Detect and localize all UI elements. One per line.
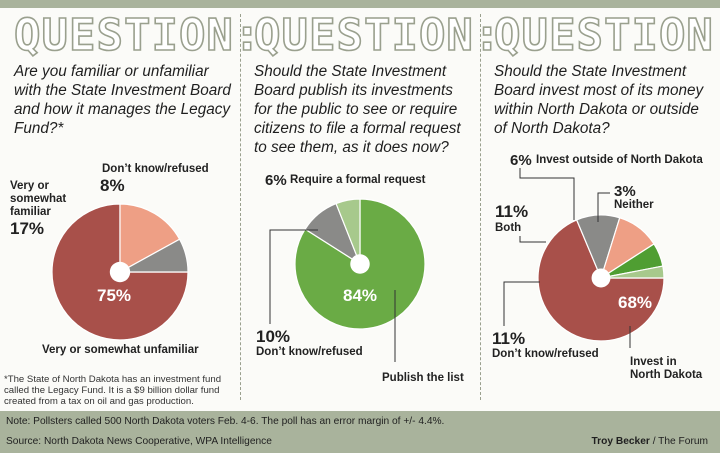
label-dont-know: Don’t know/refused: [102, 163, 209, 175]
pie-center-hole: [591, 268, 611, 288]
source-line: Source: North Dakota News Cooperative, W…: [6, 436, 272, 447]
credit-org: / The Forum: [649, 436, 708, 447]
value-outside: 6%: [510, 152, 532, 169]
label-familiar-line3: familiar: [10, 206, 51, 218]
top-bar: [0, 0, 720, 8]
footer-bar: Note: Pollsters called 500 North Dakota …: [0, 411, 720, 453]
label-dont-know: Don’t know/refused: [492, 348, 599, 360]
label-outside: Invest outside of North Dakota: [536, 154, 703, 166]
label-invest-in-line1: Invest in: [630, 356, 677, 368]
panel-publish: QUESTION: Should the State Investment Bo…: [240, 10, 501, 405]
label-unfamiliar: Very or somewhat unfamiliar: [42, 344, 199, 356]
value-familiar: 17%: [10, 219, 45, 238]
label-publish: Publish the list: [382, 372, 464, 384]
pie-slice-require-a-formal-request: [335, 198, 361, 265]
pie-slice-don-t-know-refused: [119, 238, 189, 273]
leader-lines: [503, 168, 631, 348]
question-header: QUESTION:: [13, 10, 262, 61]
label-formal-request: Require a formal request: [290, 174, 426, 186]
credit-name: Troy Becker: [591, 436, 650, 447]
pie-center-hole: [109, 261, 131, 283]
value-dont-know: 8%: [100, 176, 125, 195]
value-publish: 84%: [343, 286, 378, 305]
label-dont-know: Don’t know/refused: [256, 346, 363, 358]
question-text: Should the State Investment Board publis…: [254, 63, 461, 156]
pie-chart-familiarity: [51, 203, 189, 341]
value-dont-know: 11%: [492, 329, 526, 348]
question-text: Are you familiar or unfamiliar with the …: [14, 63, 231, 137]
footnote: *The State of North Dakota has an invest…: [4, 374, 222, 407]
poll-note: Note: Pollsters called 500 North Dakota …: [6, 416, 445, 427]
pie-chart-publish: [294, 198, 426, 330]
label-familiar-line1: Very or: [10, 180, 49, 192]
pie-slice-very-or-somewhat-unfamiliar: [51, 203, 189, 341]
panel-invest: QUESTION: Should the State Investment Bo…: [480, 10, 720, 405]
panel-divider: [240, 14, 241, 400]
question-text: Should the State Investment Board invest…: [494, 63, 704, 137]
panel-familiarity: QUESTION: Are you familiar or unfamiliar…: [0, 10, 261, 407]
question-header: QUESTION:: [493, 10, 720, 61]
label-neither: Neither: [614, 199, 654, 211]
label-invest-in-line2: North Dakota: [630, 369, 703, 381]
value-invest-in: 68%: [618, 293, 653, 312]
label-familiar-line2: somewhat: [10, 193, 67, 205]
question-header: QUESTION:: [253, 10, 502, 61]
pie-center-hole: [350, 254, 370, 274]
pie-slice-very-or-somewhat-familiar: [119, 203, 181, 274]
value-formal-request: 6%: [265, 172, 287, 189]
leader-lines: [269, 229, 396, 362]
value-neither: 3%: [614, 183, 636, 200]
value-dont-know: 10%: [256, 327, 291, 346]
pie-slice-neither: [600, 265, 665, 279]
value-both: 11%: [495, 202, 529, 221]
panel-divider: [480, 14, 481, 400]
label-both: Both: [495, 222, 522, 234]
value-unfamiliar: 75%: [97, 286, 132, 305]
credit-line: Troy Becker / The Forum: [592, 436, 708, 447]
